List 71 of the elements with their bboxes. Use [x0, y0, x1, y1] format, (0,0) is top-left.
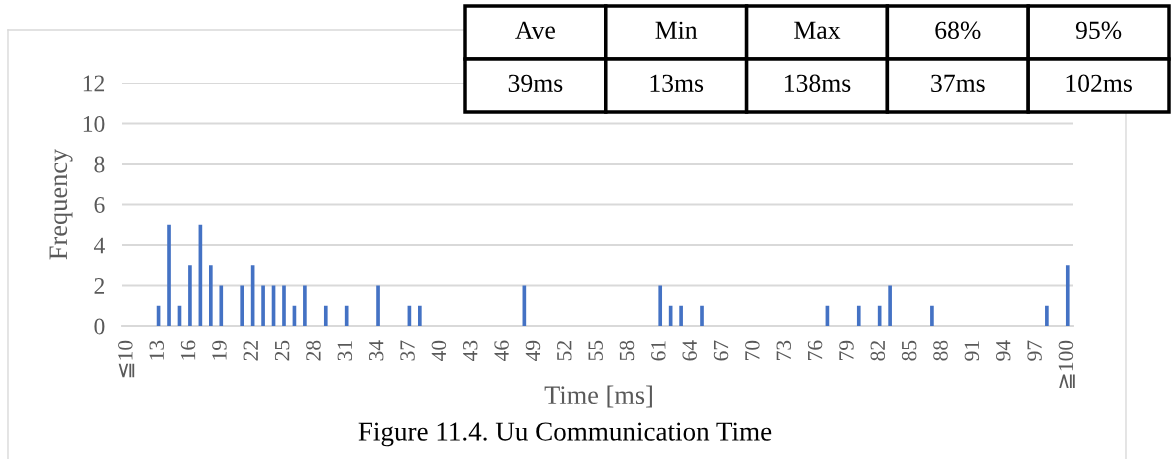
annotation: 13ms	[650, 74, 704, 92]
y-tick-label: 6	[94, 197, 105, 213]
x-tick-label: ≧100	[1058, 340, 1075, 388]
x-tick-label: 85	[901, 340, 917, 361]
bar	[209, 265, 213, 326]
x-tick-label: 97	[1027, 340, 1042, 361]
bar	[219, 285, 224, 326]
x-tick-label: 28	[306, 340, 321, 361]
text: Ave	[515, 21, 555, 39]
bar	[344, 305, 349, 326]
y-tick-label: 4	[93, 237, 105, 254]
x-tick-label: 46	[494, 340, 509, 361]
x-tick-label: 13	[149, 340, 164, 360]
bar	[1045, 305, 1049, 326]
y-tick-label: 2	[94, 278, 105, 294]
bar	[1065, 265, 1070, 326]
x-tick-label: 34	[368, 340, 384, 361]
bar	[700, 305, 704, 326]
bar	[167, 224, 171, 326]
y-tick-label: 8	[94, 156, 105, 173]
text: Min	[655, 21, 698, 39]
text: 68%	[935, 21, 981, 40]
annotation: 39ms	[508, 74, 563, 92]
x-tick-label: 43	[463, 340, 478, 361]
bar	[261, 285, 265, 326]
x-tick-label: 91	[964, 341, 980, 361]
y-tick-label: 12	[83, 75, 105, 92]
x-tick-label: 67	[713, 340, 729, 361]
bar	[418, 305, 422, 326]
x-tick-label: 40	[431, 340, 447, 361]
bar	[856, 305, 861, 326]
x-axis-title: Time [ms]	[544, 385, 652, 408]
x-tick-label: 19	[212, 340, 227, 360]
x-tick-label: 82	[870, 341, 886, 361]
x-tick-label: 76	[807, 340, 823, 360]
bar	[888, 285, 892, 326]
annotation: 37ms	[931, 74, 985, 92]
annotation: 138ms	[785, 74, 851, 92]
x-tick-label: 70	[745, 340, 760, 360]
x-tick-label: 79	[839, 340, 854, 360]
x-tick-label: 58	[619, 340, 635, 361]
bar	[282, 285, 286, 326]
x-tick-label: ≦10	[118, 340, 135, 378]
x-tick-label: 64	[682, 340, 697, 361]
x-tick-label: 16	[180, 340, 196, 360]
x-tick-label: 88	[933, 340, 948, 361]
text: 95%	[1075, 21, 1122, 40]
bar	[303, 285, 307, 326]
bar	[930, 305, 934, 326]
x-tick-label: 31	[337, 341, 353, 361]
x-tick-label: 49	[525, 340, 541, 361]
text: Figure 11.4. Uu Communication Time	[358, 422, 772, 447]
x-tick-label: 55	[588, 340, 603, 361]
x-tick-label: 73	[776, 340, 791, 360]
bar	[376, 285, 380, 326]
bar	[679, 305, 683, 326]
text: Max	[794, 21, 841, 39]
y-tick-label: 10	[83, 115, 105, 132]
x-tick-label: 25	[274, 340, 290, 361]
x-tick-label: 61	[651, 341, 666, 361]
bar	[240, 285, 245, 326]
bar	[188, 265, 192, 326]
annotation: 102ms	[1066, 74, 1132, 92]
bar	[658, 285, 663, 326]
x-tick-label: 22	[243, 341, 258, 361]
x-tick-label: 94	[995, 340, 1011, 361]
x-tick-label: 37	[400, 340, 415, 361]
y-tick-label: 0	[94, 318, 105, 335]
y-axis-title: Frequency	[49, 148, 73, 260]
bar	[323, 305, 328, 326]
x-tick-label: 52	[557, 341, 572, 361]
